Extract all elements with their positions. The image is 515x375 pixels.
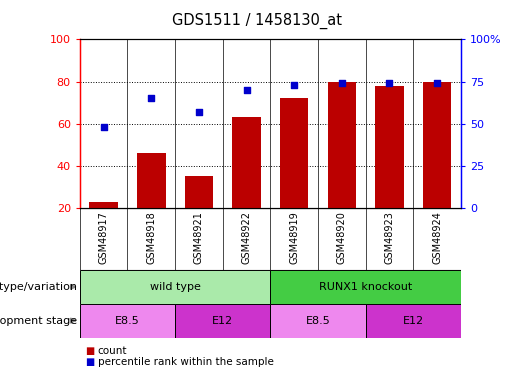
Text: RUNX1 knockout: RUNX1 knockout xyxy=(319,282,413,292)
Bar xyxy=(137,153,165,208)
Point xyxy=(338,80,346,86)
Bar xyxy=(375,86,404,208)
Text: wild type: wild type xyxy=(150,282,200,292)
Bar xyxy=(232,117,261,208)
Text: GDS1511 / 1458130_at: GDS1511 / 1458130_at xyxy=(173,13,342,29)
Text: count: count xyxy=(98,346,127,355)
Bar xyxy=(270,304,366,338)
Text: GSM48917: GSM48917 xyxy=(99,211,109,264)
Point xyxy=(433,80,441,86)
Bar xyxy=(366,304,461,338)
Text: GSM48924: GSM48924 xyxy=(432,211,442,264)
Point xyxy=(147,96,156,102)
Bar xyxy=(80,304,175,338)
Bar xyxy=(90,202,118,208)
Text: ■: ■ xyxy=(85,346,94,355)
Text: E12: E12 xyxy=(403,316,424,326)
Text: GSM48920: GSM48920 xyxy=(337,211,347,264)
Text: development stage: development stage xyxy=(0,316,77,326)
Point xyxy=(290,82,298,88)
Bar xyxy=(175,304,270,338)
Point xyxy=(243,87,251,93)
Text: E8.5: E8.5 xyxy=(305,316,331,326)
Bar xyxy=(184,177,213,208)
Point xyxy=(99,124,108,130)
Bar xyxy=(280,99,308,208)
Text: percentile rank within the sample: percentile rank within the sample xyxy=(98,357,274,367)
Text: ■: ■ xyxy=(85,357,94,367)
Text: E12: E12 xyxy=(212,316,233,326)
Text: GSM48918: GSM48918 xyxy=(146,211,156,264)
Text: genotype/variation: genotype/variation xyxy=(0,282,77,292)
Text: GSM48923: GSM48923 xyxy=(385,211,394,264)
Bar xyxy=(270,270,461,304)
Point xyxy=(195,109,203,115)
Text: GSM48919: GSM48919 xyxy=(289,211,299,264)
Bar xyxy=(423,82,451,208)
Text: GSM48921: GSM48921 xyxy=(194,211,204,264)
Bar xyxy=(80,270,270,304)
Point xyxy=(385,80,393,86)
Bar xyxy=(328,82,356,208)
Text: E8.5: E8.5 xyxy=(115,316,140,326)
Text: GSM48922: GSM48922 xyxy=(242,211,251,264)
